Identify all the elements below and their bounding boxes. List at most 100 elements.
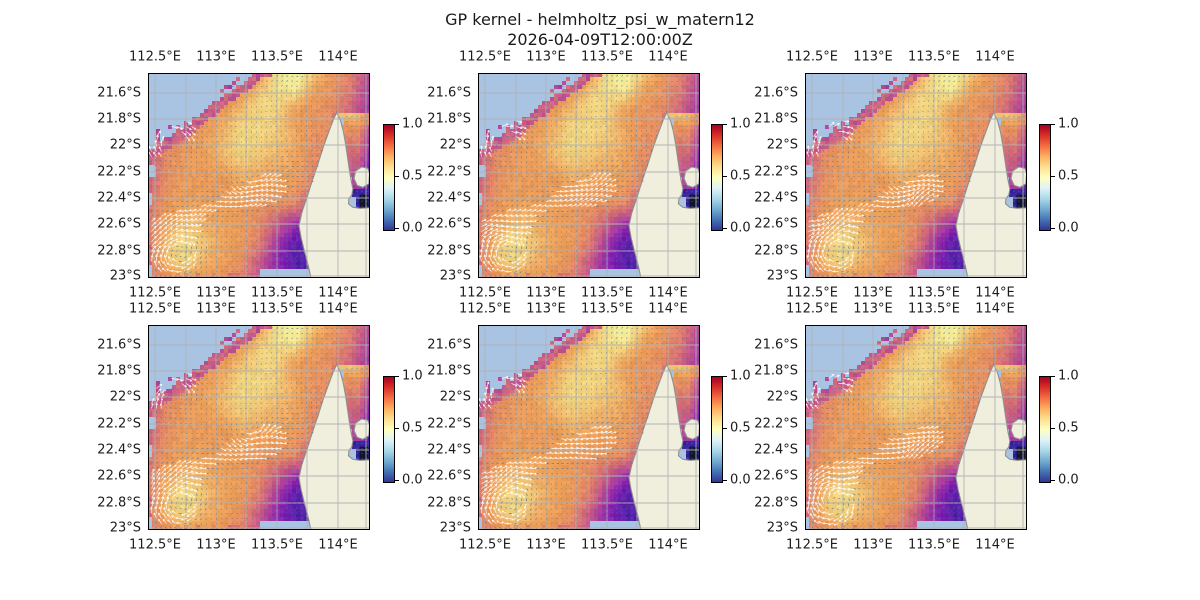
y-tick-label: 21.6°S	[97, 85, 141, 101]
colorbar-tick-label: 1.0	[1058, 368, 1079, 384]
y-tick-label: 23°S	[109, 268, 141, 284]
x-tick-label-bottom: 112.5°E	[786, 537, 838, 553]
y-tick-label: 22.6°S	[97, 468, 141, 484]
y-tick-label: 23°S	[109, 520, 141, 536]
colorbar-tick-label: 1.0	[402, 368, 423, 384]
x-tick-label-bottom: 114°E	[318, 285, 358, 301]
y-tick-label: 22.2°S	[97, 416, 141, 432]
colorbar-tick	[1051, 123, 1055, 125]
colorbar-tick-label: 0.5	[402, 168, 423, 184]
x-tick-label-bottom: 114°E	[975, 537, 1015, 553]
y-tick-label: 22.6°S	[427, 468, 471, 484]
colorbar-gradient	[711, 376, 723, 483]
y-tick-label: 22.2°S	[754, 164, 798, 180]
colorbar-tick-label: 0.0	[1058, 220, 1079, 236]
colorbar-tick	[1051, 375, 1055, 377]
y-tick-label: 22°S	[766, 389, 798, 405]
x-tick-label-top: 114°E	[318, 301, 358, 317]
y-tick-label: 22.4°S	[754, 442, 798, 458]
y-tick-label: 22.8°S	[754, 243, 798, 259]
colorbar-gradient	[383, 124, 395, 231]
x-tick-label-bottom: 112.5°E	[786, 285, 838, 301]
y-tick-label: 23°S	[766, 268, 798, 284]
y-tick-label: 21.6°S	[97, 337, 141, 353]
map-panel-row1-col2: 112.5°E 112.5°E 113°E 113°E 113.5°E 113.5°E 11…	[427, 51, 700, 300]
x-tick-label-top: 112.5°E	[786, 49, 838, 65]
colorbar-tick	[723, 227, 727, 229]
colorbar-gradient	[1039, 376, 1051, 483]
colorbar-tick-label: 0.5	[1058, 420, 1079, 436]
x-tick-label-top: 114°E	[648, 49, 688, 65]
map-canvas-row1-col2	[478, 73, 700, 278]
x-tick-label-bottom: 113.5°E	[581, 285, 633, 301]
x-tick-label-top: 114°E	[648, 301, 688, 317]
colorbar-tick	[1051, 427, 1055, 429]
colorbar-row1-col2: 1.0 0.5 0.0	[711, 118, 751, 235]
colorbar-row2-col1: 1.0 0.5 0.0	[383, 370, 423, 487]
x-tick-label-top: 113°E	[526, 49, 566, 65]
colorbar-tick-label: 1.0	[1058, 116, 1079, 132]
y-tick-label: 22°S	[439, 389, 471, 405]
y-tick-label: 21.8°S	[97, 111, 141, 127]
colorbar-tick-label: 0.5	[1058, 168, 1079, 184]
y-tick-label: 22.6°S	[427, 216, 471, 232]
y-tick-label: 22.6°S	[754, 216, 798, 232]
x-tick-label-top: 113.5°E	[251, 301, 303, 317]
y-tick-label: 22.8°S	[427, 243, 471, 259]
y-tick-label: 21.6°S	[427, 85, 471, 101]
x-tick-label-bottom: 112.5°E	[129, 537, 181, 553]
x-tick-label-top: 113°E	[526, 301, 566, 317]
map-panel-row1-col3: 112.5°E 112.5°E 113°E 113°E 113.5°E 113.5°E 11…	[754, 51, 1027, 300]
x-tick-label-top: 113°E	[853, 301, 893, 317]
y-tick-label: 22.6°S	[754, 468, 798, 484]
x-tick-label-top: 113°E	[853, 49, 893, 65]
x-tick-label-top: 114°E	[975, 49, 1015, 65]
y-tick-label: 22.4°S	[97, 442, 141, 458]
x-tick-label-top: 112.5°E	[129, 49, 181, 65]
y-tick-label: 21.6°S	[754, 85, 798, 101]
x-tick-label-bottom: 114°E	[648, 537, 688, 553]
colorbar-tick-label: 1.0	[730, 368, 751, 384]
colorbar-tick	[395, 175, 399, 177]
colorbar-tick	[723, 479, 727, 481]
map-panel-row2-col2: 112.5°E 112.5°E 113°E 113°E 113.5°E 113.5°E 11…	[427, 303, 700, 552]
map-canvas-row2-col1	[148, 325, 370, 530]
colorbar-tick-label: 1.0	[402, 116, 423, 132]
x-tick-label-bottom: 114°E	[975, 285, 1015, 301]
y-tick-label: 22°S	[109, 137, 141, 153]
map-panel-row2-col3: 112.5°E 112.5°E 113°E 113°E 113.5°E 113.5°E 11…	[754, 303, 1027, 552]
x-tick-label-top: 113.5°E	[581, 301, 633, 317]
colorbar-tick	[723, 123, 727, 125]
y-tick-label: 22.2°S	[754, 416, 798, 432]
y-tick-label: 22.2°S	[427, 416, 471, 432]
y-tick-label: 23°S	[439, 520, 471, 536]
x-tick-label-top: 113.5°E	[908, 301, 960, 317]
colorbar-tick	[1051, 175, 1055, 177]
colorbar-tick-label: 0.0	[730, 472, 751, 488]
colorbar-tick	[723, 375, 727, 377]
y-tick-label: 22.2°S	[97, 164, 141, 180]
x-tick-label-bottom: 113°E	[196, 537, 236, 553]
colorbar-tick-label: 0.5	[402, 420, 423, 436]
colorbar-tick	[1051, 479, 1055, 481]
x-tick-label-bottom: 113.5°E	[251, 285, 303, 301]
y-tick-label: 22.4°S	[427, 442, 471, 458]
x-tick-label-bottom: 113°E	[526, 285, 566, 301]
x-tick-label-bottom: 113.5°E	[908, 285, 960, 301]
colorbar-tick	[395, 375, 399, 377]
y-tick-label: 22°S	[109, 389, 141, 405]
y-tick-label: 22.2°S	[427, 164, 471, 180]
x-tick-label-top: 113.5°E	[908, 49, 960, 65]
x-tick-label-top: 114°E	[975, 301, 1015, 317]
x-tick-label-bottom: 113°E	[526, 537, 566, 553]
y-tick-label: 22.8°S	[754, 495, 798, 511]
colorbar-tick-label: 1.0	[730, 116, 751, 132]
colorbar-tick	[723, 427, 727, 429]
y-tick-label: 22.6°S	[97, 216, 141, 232]
colorbar-gradient	[383, 376, 395, 483]
x-tick-label-top: 113.5°E	[581, 49, 633, 65]
colorbar-tick	[723, 175, 727, 177]
y-tick-label: 22.8°S	[427, 495, 471, 511]
y-tick-label: 22.4°S	[754, 190, 798, 206]
y-tick-label: 22.4°S	[97, 190, 141, 206]
